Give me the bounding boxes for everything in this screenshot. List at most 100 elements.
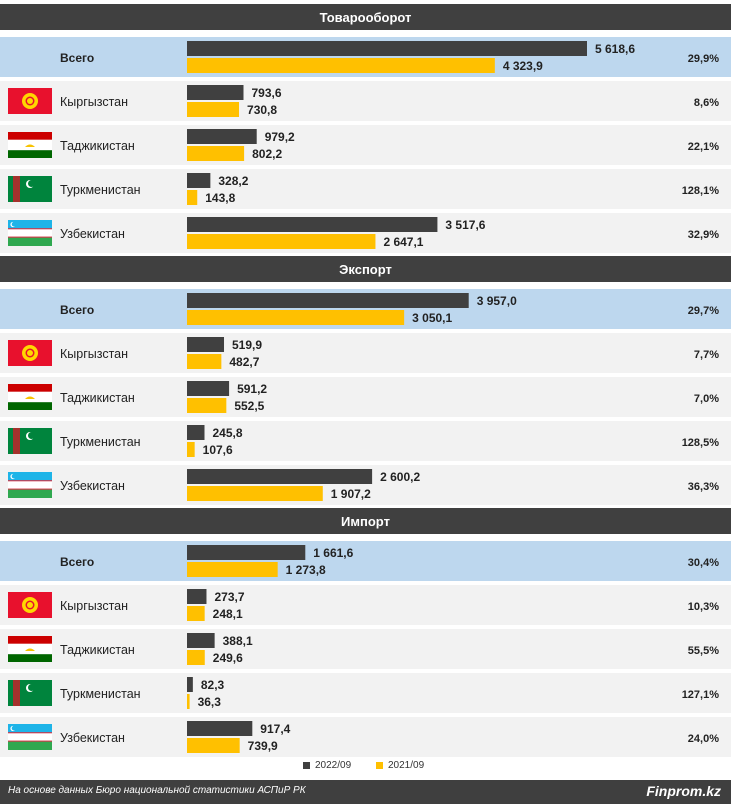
flag-crescent-cut [28, 432, 35, 439]
kyrgyzstan-flag-icon [8, 88, 52, 114]
bar-2022 [187, 173, 211, 188]
change-percent: 128,5% [682, 437, 720, 449]
flag-sun-core [27, 350, 33, 356]
flag-red-line [8, 488, 52, 490]
value-label-2021: 730,8 [247, 103, 277, 117]
country-row [0, 673, 731, 713]
bar-2022 [187, 677, 193, 692]
value-label-2022: 5 618,6 [595, 42, 635, 56]
change-percent: 29,9% [688, 53, 719, 65]
bar-2022 [187, 293, 469, 308]
value-label-2022: 3 957,0 [477, 294, 517, 308]
value-label-2021: 482,7 [229, 355, 259, 369]
country-label: Узбекистан [60, 227, 125, 241]
value-label-2022: 3 517,6 [445, 218, 485, 232]
brand-logo-text: Finprom.kz [646, 783, 721, 799]
uzbekistan-flag-icon [8, 220, 52, 246]
legend-swatch-2022 [303, 762, 310, 769]
bar-2021 [187, 486, 323, 501]
flag-red-line [8, 732, 52, 734]
bar-2022 [187, 633, 215, 648]
bar-2022 [187, 337, 225, 352]
kyrgyzstan-flag-icon [8, 340, 52, 366]
total-label: Всего [60, 303, 94, 317]
country-row [0, 421, 731, 461]
flag-green-stripe [8, 489, 52, 498]
bar-2021 [187, 102, 240, 117]
uzbekistan-flag-icon [8, 472, 52, 498]
country-label: Кыргызстан [60, 95, 128, 109]
bar-2021 [187, 606, 205, 621]
change-percent: 22,1% [688, 141, 719, 153]
section-title: Импорт [341, 514, 390, 529]
flag-green-stripe [8, 654, 52, 662]
section-header [0, 256, 731, 282]
value-label-2022: 328,2 [218, 174, 248, 188]
country-label: Кыргызстан [60, 347, 128, 361]
value-label-2021: 143,8 [205, 191, 235, 205]
change-percent: 24,0% [688, 733, 719, 745]
bar-2021 [187, 738, 240, 753]
change-percent: 7,0% [694, 393, 719, 405]
footer-bar: На основе данных Бюро национальной стати… [0, 780, 731, 804]
bar-2021 [187, 442, 195, 457]
value-label-2022: 388,1 [223, 634, 253, 648]
value-label-2022: 1 661,6 [313, 546, 353, 560]
value-label-2022: 245,8 [212, 426, 242, 440]
value-label-2021: 4 323,9 [503, 59, 543, 73]
bar-2021 [187, 354, 222, 369]
flag-red-line [8, 236, 52, 238]
bar-2021 [187, 694, 190, 709]
section-title: Товарооборот [320, 10, 412, 25]
country-label: Туркменистан [60, 183, 141, 197]
bar-2022 [187, 589, 207, 604]
chart-legend: 2022/09 2021/09 [0, 760, 731, 774]
value-label-2022: 273,7 [214, 590, 244, 604]
value-label-2022: 979,2 [265, 130, 295, 144]
flag-white-stripe [8, 481, 52, 489]
legend-label-2022: 2022/09 [315, 760, 352, 771]
value-label-2022: 82,3 [201, 678, 225, 692]
country-row [0, 125, 731, 165]
value-label-2021: 107,6 [203, 443, 233, 457]
value-label-2021: 1 273,8 [286, 563, 326, 577]
value-label-2021: 802,2 [252, 147, 282, 161]
value-label-2022: 2 600,2 [380, 470, 420, 484]
change-percent: 30,4% [688, 557, 719, 569]
legend-label-2021: 2021/09 [388, 760, 425, 771]
value-label-2021: 552,5 [234, 399, 264, 413]
bar-2021 [187, 650, 205, 665]
flag-red-stripe [8, 384, 52, 392]
value-label-2022: 917,4 [260, 722, 290, 736]
change-percent: 55,5% [688, 645, 719, 657]
flag-blue-stripe [8, 724, 52, 733]
flag-green-stripe [8, 150, 52, 158]
flag-green-stripe [8, 741, 52, 750]
bar-2021 [187, 310, 405, 325]
value-label-2022: 591,2 [237, 382, 267, 396]
bar-2021 [187, 146, 245, 161]
turkmenistan-flag-icon [8, 176, 52, 202]
change-percent: 128,1% [682, 185, 720, 197]
bar-2022 [187, 545, 306, 560]
total-label: Всего [60, 555, 94, 569]
flag-crescent-cut [11, 221, 17, 227]
country-row [0, 169, 731, 209]
value-label-2022: 519,9 [232, 338, 262, 352]
flag-crown [25, 144, 35, 147]
section-header [0, 508, 731, 534]
legend-item-2022: 2022/09 [303, 760, 351, 771]
country-label: Узбекистан [60, 731, 125, 745]
flag-crescent-cut [28, 684, 35, 691]
flag-white-stripe [8, 733, 52, 741]
bar-2022 [187, 217, 438, 232]
flag-carpet [13, 680, 20, 706]
value-label-2022: 793,6 [251, 86, 281, 100]
total-label: Всего [60, 51, 94, 65]
legend-swatch-2021 [376, 762, 383, 769]
bar-2021 [187, 562, 278, 577]
flag-green-stripe [8, 237, 52, 246]
flag-red-stripe [8, 132, 52, 140]
bar-2022 [187, 129, 257, 144]
flag-red-line [8, 228, 52, 230]
